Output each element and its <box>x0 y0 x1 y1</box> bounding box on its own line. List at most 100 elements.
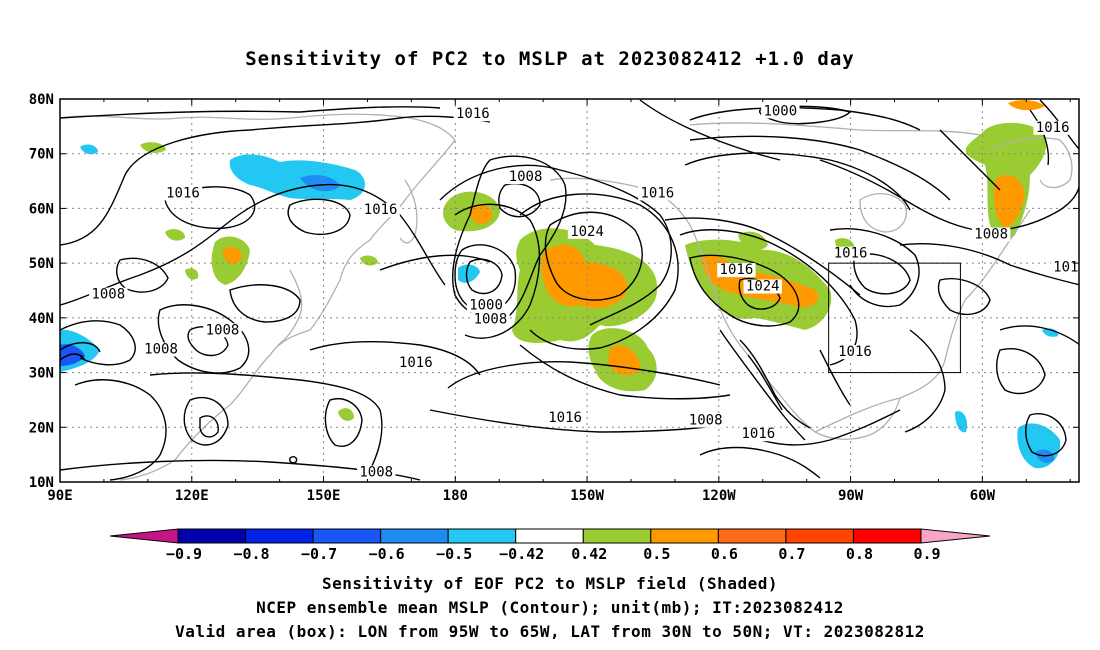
contour-line <box>164 186 256 229</box>
lon-tick-label: 120W <box>702 488 736 504</box>
contour-line <box>939 129 1001 191</box>
contour-line <box>324 398 363 447</box>
contour-label: 1016 <box>838 344 872 360</box>
contour-line <box>429 409 721 433</box>
contour-line <box>465 258 503 295</box>
contour-label-bg <box>203 323 242 338</box>
colorbar-segment <box>515 528 584 544</box>
contour-line <box>639 99 781 161</box>
contour-line <box>74 379 167 481</box>
contour-label-bg <box>89 287 128 302</box>
contour-label-bg <box>761 104 800 119</box>
contour-line <box>439 164 672 326</box>
contour-line <box>447 361 721 389</box>
contour-label-bg <box>357 465 396 480</box>
contour-line <box>689 254 800 327</box>
contour-label-bg <box>831 246 870 261</box>
colorbar-label: −0.6 <box>369 545 405 563</box>
contour-label-bg <box>835 345 875 360</box>
caption-valid-area: Valid area (box): LON from 95W to 65W, L… <box>175 622 925 641</box>
contour-line <box>60 106 441 119</box>
contour-line <box>739 339 811 429</box>
contour-line <box>199 415 219 438</box>
contour-label: 1008 <box>91 287 125 303</box>
colorbar-label: 0.6 <box>711 545 738 563</box>
map-frame <box>59 98 1080 483</box>
contour-label: 1024 <box>570 224 604 240</box>
contour-line <box>684 152 911 211</box>
shade-blue <box>60 344 85 366</box>
colorbar-low-arrow <box>109 528 179 544</box>
coastline-hudson-bay <box>859 193 907 233</box>
contour-label: 101 <box>1053 259 1078 275</box>
contour-line <box>60 115 491 246</box>
lon-tick-label: 150E <box>307 488 341 504</box>
contour-label-bg <box>545 410 585 425</box>
colorbar-label: −0.7 <box>301 545 337 563</box>
lat-tick-label: 50N <box>29 256 54 272</box>
contour-label: 1016 <box>364 202 398 218</box>
contour-label-bg <box>686 413 725 428</box>
contour-line <box>999 325 1079 346</box>
shade-blue <box>80 144 98 155</box>
shade-green <box>140 142 166 153</box>
lat-tick-label: 60N <box>29 201 54 217</box>
colorbar-segment <box>852 528 922 544</box>
contour-line <box>904 329 946 433</box>
coastline-greenland <box>989 137 1073 189</box>
contour-label: 1008 <box>509 169 543 185</box>
contour-label: 1008 <box>474 311 508 327</box>
contour-label: 1008 <box>974 227 1008 243</box>
shade-orange <box>541 244 628 308</box>
caption-contour: NCEP ensemble mean MSLP (Contour); unit(… <box>256 598 844 617</box>
contour-line <box>519 193 679 350</box>
contour-label-bg <box>1033 120 1072 135</box>
contour-line <box>60 183 446 306</box>
colorbar-label: 0.5 <box>643 545 670 563</box>
contour-label-bg <box>638 186 677 201</box>
colorbar-segment <box>650 528 719 544</box>
lon-tick-label: 180 <box>443 488 468 504</box>
contour-line <box>452 155 567 320</box>
contour-line <box>454 203 541 339</box>
contour-line <box>1025 413 1067 457</box>
contour-label-bg <box>739 427 778 442</box>
colorbar-label: −0.9 <box>166 545 202 563</box>
lat-tick-label: 70N <box>29 147 54 163</box>
shade-blue <box>300 175 340 192</box>
contour-line <box>1029 109 1050 166</box>
colorbar-label: −0.8 <box>233 545 269 563</box>
contour-label: 1000 <box>763 103 797 119</box>
contour-label-bg <box>567 224 607 239</box>
shade-orange <box>1008 100 1045 111</box>
contour-line <box>829 228 920 308</box>
contour-label: 1016 <box>456 106 490 122</box>
caption-shading: Sensitivity of EOF PC2 to MSLP field (Sh… <box>322 574 778 593</box>
lon-tick-label: 150W <box>570 488 604 504</box>
contour-line <box>853 253 911 295</box>
shade-green <box>165 229 186 241</box>
contour-line <box>719 329 806 441</box>
contour-line <box>498 183 541 218</box>
contour-label: 1008 <box>144 341 178 357</box>
shade-blue <box>229 154 366 200</box>
contour-label: 1016 <box>548 410 582 426</box>
contour-label-bg <box>1050 260 1081 275</box>
shade-green <box>738 231 768 251</box>
contour-line <box>309 341 481 376</box>
colorbar-segment <box>245 528 314 544</box>
contour-label-bg <box>717 263 756 278</box>
contour-line <box>183 397 229 446</box>
lat-tick-label: 40N <box>29 311 54 327</box>
contour-line <box>689 106 921 131</box>
colorbar-segment <box>312 528 382 544</box>
coastline-japan <box>277 269 303 346</box>
contour-label-bg <box>361 202 400 217</box>
colorbar-segment <box>380 528 449 544</box>
coastline-north-america-west <box>689 224 816 433</box>
contour-line <box>819 349 851 406</box>
contour-line <box>544 211 643 301</box>
contour-line <box>229 284 301 323</box>
